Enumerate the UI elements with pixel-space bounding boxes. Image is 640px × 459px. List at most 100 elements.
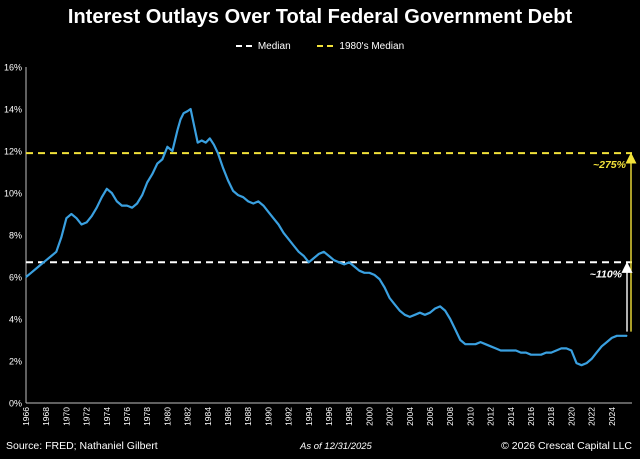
annotations: ~275% ~110% bbox=[590, 152, 637, 332]
series-layer bbox=[25, 107, 628, 367]
data-point bbox=[247, 200, 249, 202]
data-point bbox=[535, 354, 537, 356]
data-point bbox=[131, 207, 133, 209]
x-tick-label: 1996 bbox=[324, 407, 334, 426]
data-point bbox=[424, 314, 426, 316]
x-tick-label: 2002 bbox=[385, 407, 395, 426]
data-point bbox=[30, 272, 32, 274]
data-point bbox=[505, 349, 507, 352]
x-tick-label: 2010 bbox=[465, 407, 475, 426]
data-point bbox=[80, 223, 83, 226]
x-tick-label: 2018 bbox=[546, 407, 556, 426]
reference-lines bbox=[26, 152, 632, 264]
data-point bbox=[156, 163, 158, 165]
data-point bbox=[495, 347, 497, 349]
chart-legend: Median 1980's Median bbox=[0, 41, 640, 52]
source-note: Source: FRED; Nathaniel Gilbert bbox=[6, 440, 158, 452]
x-tick-label: 2020 bbox=[566, 407, 576, 426]
data-point bbox=[257, 200, 259, 202]
data-point bbox=[232, 190, 234, 192]
data-point bbox=[193, 123, 195, 125]
x-tick-label: 1978 bbox=[142, 407, 152, 426]
data-point bbox=[111, 192, 113, 194]
data-point bbox=[91, 215, 93, 217]
copyright: © 2026 Crescat Capital LLC bbox=[501, 440, 632, 452]
x-tick-label: 1984 bbox=[203, 407, 213, 426]
y-tick-label: 14% bbox=[4, 105, 22, 115]
data-point bbox=[171, 150, 173, 152]
data-point bbox=[288, 238, 290, 240]
data-point bbox=[404, 314, 406, 316]
data-point bbox=[555, 349, 557, 352]
data-point bbox=[414, 314, 416, 316]
data-point bbox=[86, 221, 88, 223]
data-point bbox=[35, 268, 37, 270]
data-point bbox=[525, 352, 527, 354]
data-point bbox=[409, 316, 411, 318]
data-point bbox=[136, 202, 138, 205]
legend-median-label: Median bbox=[257, 41, 291, 52]
y-tick-label: 2% bbox=[9, 357, 22, 367]
data-point bbox=[217, 152, 219, 154]
x-tick-label: 1974 bbox=[102, 407, 112, 426]
data-point bbox=[201, 139, 203, 142]
data-point bbox=[328, 255, 330, 257]
data-point bbox=[454, 328, 456, 331]
data-point bbox=[358, 270, 360, 272]
x-tick-label: 1988 bbox=[243, 407, 253, 426]
x-tick-label: 1968 bbox=[41, 407, 51, 426]
data-point bbox=[621, 335, 623, 337]
x-tick-label: 1986 bbox=[223, 407, 233, 426]
legend-eighties-median-swatch bbox=[317, 45, 334, 48]
data-point bbox=[464, 343, 466, 345]
data-point bbox=[101, 196, 103, 198]
data-point bbox=[353, 265, 355, 268]
y-axis-ticks: 0% 2% 4% 6% 8% 10% 12% 14% 16% bbox=[4, 63, 22, 409]
data-point bbox=[176, 129, 179, 131]
x-tick-label: 2006 bbox=[425, 407, 435, 426]
data-point bbox=[121, 205, 123, 207]
data-point bbox=[252, 202, 254, 205]
data-point bbox=[530, 354, 532, 356]
axes bbox=[25, 67, 632, 404]
data-point bbox=[338, 261, 340, 263]
data-point bbox=[570, 349, 573, 352]
data-point bbox=[520, 352, 522, 354]
data-point bbox=[378, 278, 381, 280]
data-point bbox=[303, 255, 305, 257]
data-point bbox=[626, 335, 628, 337]
x-tick-label: 1982 bbox=[183, 407, 193, 426]
data-point bbox=[126, 205, 128, 207]
data-point bbox=[586, 362, 588, 364]
data-point bbox=[611, 337, 613, 339]
y-tick-label: 4% bbox=[9, 315, 22, 325]
data-point bbox=[45, 259, 47, 261]
data-point bbox=[96, 207, 98, 209]
data-point bbox=[272, 217, 274, 219]
data-point bbox=[283, 232, 285, 234]
x-tick-label: 2022 bbox=[587, 407, 597, 426]
x-tick-label: 2000 bbox=[364, 407, 374, 426]
data-point bbox=[560, 347, 562, 349]
data-point bbox=[293, 244, 295, 247]
data-point bbox=[500, 349, 502, 352]
data-point bbox=[50, 255, 52, 257]
series-line-interest-ratio bbox=[25, 107, 627, 367]
legend-item-median: Median bbox=[235, 41, 291, 52]
annotation-upper-label: ~275% bbox=[593, 159, 627, 171]
data-point bbox=[205, 142, 207, 144]
data-point bbox=[484, 343, 487, 345]
x-tick-label: 2008 bbox=[445, 407, 455, 426]
data-point bbox=[227, 179, 229, 181]
y-tick-label: 6% bbox=[9, 273, 22, 283]
data-point bbox=[601, 345, 603, 347]
data-point bbox=[575, 362, 578, 364]
data-point bbox=[55, 251, 57, 253]
data-point bbox=[267, 211, 269, 213]
data-point bbox=[116, 200, 118, 202]
x-tick-label: 1990 bbox=[263, 407, 273, 426]
data-point bbox=[540, 354, 542, 356]
data-point bbox=[348, 261, 350, 263]
x-tick-label: 1992 bbox=[284, 407, 294, 426]
legend-eighties-median-label: 1980's Median bbox=[339, 41, 405, 52]
